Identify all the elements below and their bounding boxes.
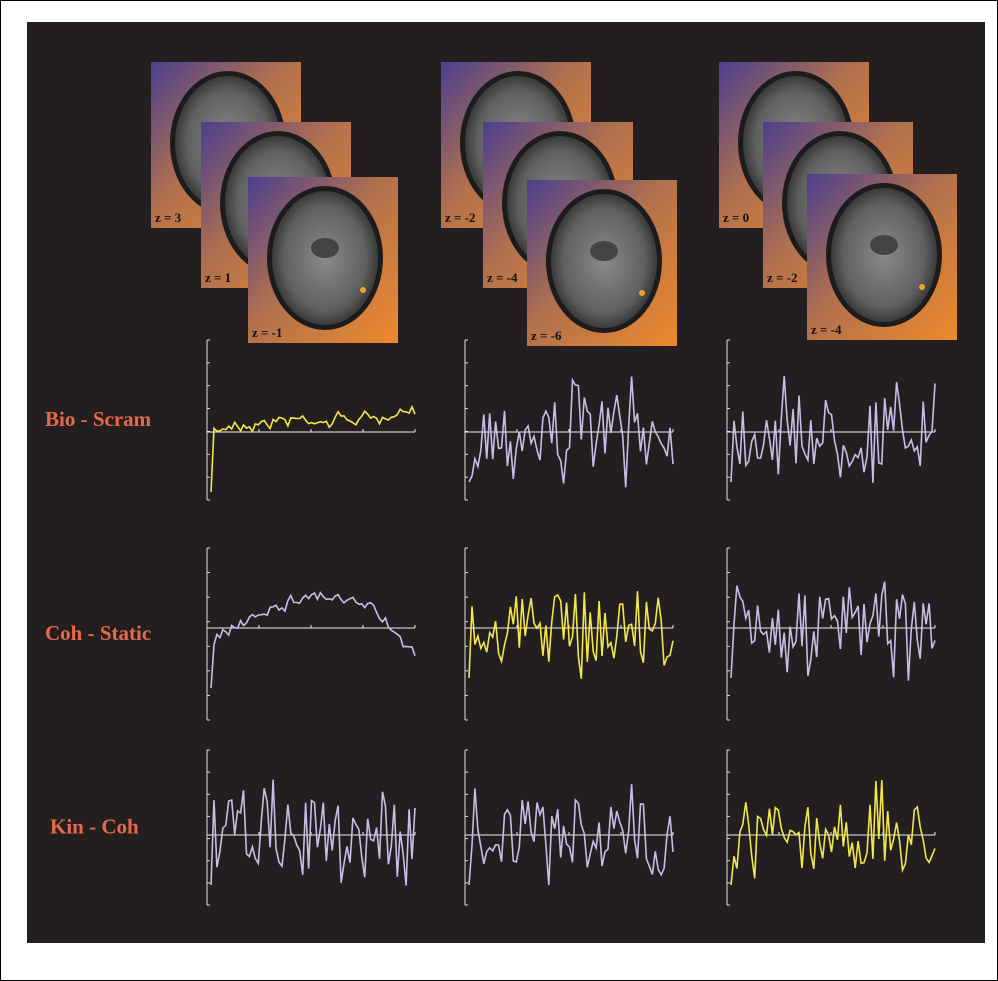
trace-panel [464,749,674,906]
trace-panel [726,749,936,906]
slice-label: z = 0 [723,210,749,225]
trace-panel [726,339,936,501]
trace [210,404,416,493]
trace-grid: Bio - Scram Coh - Static Kin - Coh [45,339,936,906]
trace-panel [206,339,416,501]
trace [730,376,936,483]
trace-panel [464,339,674,501]
brain-stacks: z = 3 z = 1 z = -1 z = -2 z = -4 z = -6 z = 0 z… [151,62,957,346]
row-label: Coh - Static [45,621,151,645]
slice-label: z = -2 [445,210,476,225]
trace [210,779,416,886]
row-label: Bio - Scram [45,407,152,431]
slice-label: z = 1 [205,270,231,285]
activation [639,290,645,296]
slice-label: z = -4 [487,270,518,285]
trace [210,591,416,689]
trace [730,581,936,681]
slice-label: z = -1 [252,325,283,340]
row-label: Kin - Coh [50,815,139,839]
trace [468,783,674,886]
brain-center [311,238,339,258]
brain-slice: z = -6 [527,180,677,346]
trace-panel [206,749,416,906]
slice-label: z = -4 [811,322,842,337]
slice-label: z = -6 [531,328,562,343]
trace [468,591,674,679]
trace-panel [464,547,674,721]
trace-panel [726,547,936,721]
brain-center [590,241,618,261]
slice-label: z = 3 [155,210,182,225]
activation [919,284,925,290]
activation [360,287,366,293]
trace [468,376,674,488]
brain-center [870,235,898,255]
brain-slice: z = -4 [807,174,957,340]
trace [730,780,936,886]
trace-panel [206,547,416,721]
slice-label: z = -2 [767,270,798,285]
brain-slice: z = -1 [248,177,398,343]
